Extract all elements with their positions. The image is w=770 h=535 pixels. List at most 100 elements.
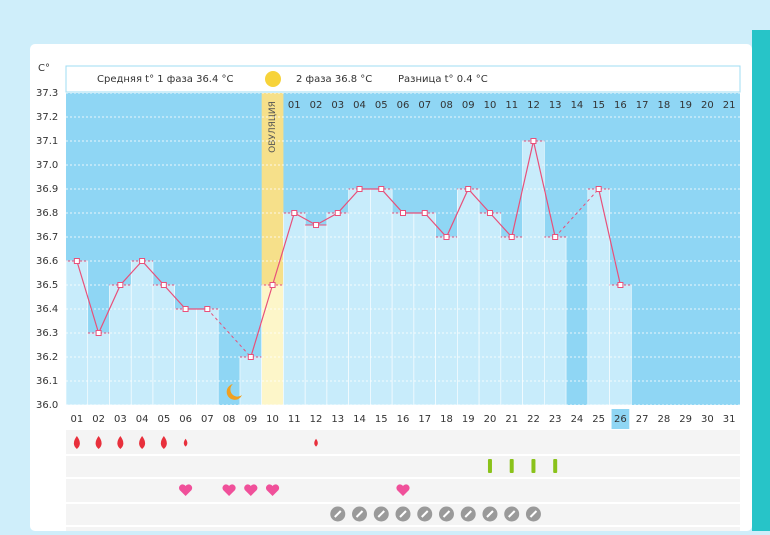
ovulation-label: ОВУЛЯЦИЯ [268,101,278,153]
y-tick-label: 37.3 [36,88,58,99]
x-tick-label: 28 [658,414,671,425]
point [182,306,189,312]
x-tick-label: 10 [266,414,279,425]
point [552,234,559,240]
y-tick-label: 36.7 [36,232,58,243]
blood-drop [160,436,167,449]
point [160,282,167,288]
phase2-day: 13 [549,100,562,111]
bar [435,236,458,406]
point [443,234,450,240]
blood-drop [314,438,318,447]
pill-mark [464,510,472,518]
gap-connector [206,308,252,358]
x-tick-label: 12 [310,414,323,425]
point [378,186,385,192]
phase2-day: 11 [505,100,518,111]
bar [500,236,523,406]
blood-drop [95,436,102,449]
y-tick-label: 36.0 [36,400,58,411]
y-tick-label: 36.1 [36,376,58,387]
point [334,210,341,216]
blood-drop [183,438,188,447]
pill-mark [377,510,385,518]
phase2-day: 04 [353,100,366,111]
side-bar [752,30,770,531]
blood-drop [73,436,80,449]
heart [244,484,258,496]
phase2-day: 08 [440,100,453,111]
x-tick-label: 02 [92,414,105,425]
point [95,330,102,336]
phase2-day: 10 [484,100,497,111]
moon-icon [226,384,242,400]
bar [152,284,176,406]
header-box [65,65,741,93]
phase2-day: 03 [331,100,344,111]
phase2-day: 01 [288,100,301,111]
x-tick-label: 05 [157,414,170,425]
phase2-day: 15 [592,100,605,111]
x-tick-label: 11 [288,414,301,425]
bar [609,284,632,406]
phase2-day: 07 [418,100,431,111]
phase2-day: 12 [527,100,540,111]
pill-mark [334,510,342,518]
point [247,354,254,360]
point [508,234,515,240]
x-tick-label: 13 [331,414,344,425]
sign-bar [509,459,514,473]
phase2-day: 20 [701,100,714,111]
x-tick-label: 23 [549,414,562,425]
point [204,306,211,312]
y-tick-label: 37.1 [36,136,58,147]
phase2-day: 09 [462,100,475,111]
point [139,258,146,264]
point [269,282,276,288]
y-unit: C° [38,63,50,74]
x-tick-label: 03 [114,414,127,425]
bar [522,140,545,406]
phase2-day: 17 [636,100,649,111]
y-tick-label: 36.2 [36,352,58,363]
bar [87,332,110,406]
pill-mark [486,510,494,518]
phase2-day: 14 [571,100,584,111]
y-tick-label: 36.4 [36,304,58,315]
pill-mark [399,510,407,518]
pill-mark [508,510,516,518]
x-tick-label: 15 [375,414,388,425]
x-tick-label: 31 [723,414,736,425]
x-tick-label: 21 [505,414,518,425]
phase2-day: 19 [679,100,692,111]
point [595,186,602,192]
x-tick-label: 08 [223,414,236,425]
gap-connector [554,188,600,238]
x-tick-label: 29 [679,414,692,425]
x-tick-label: 17 [418,414,431,425]
bar [304,224,328,406]
x-tick-label: 01 [71,414,84,425]
heart [396,484,410,496]
phase2-day: 02 [310,100,323,111]
point [313,222,320,228]
pill-mark [355,510,364,518]
pill-mark [421,510,429,518]
phase2-day: 21 [723,100,736,111]
x-tick-label: 22 [527,414,540,425]
y-tick-label: 36.3 [36,328,58,339]
point [486,210,493,216]
y-tick-label: 36.6 [36,256,58,267]
bar [457,188,480,406]
heart [222,484,236,496]
bar [174,308,197,406]
phase2-day: 05 [375,100,388,111]
x-tick-label: 07 [201,414,214,425]
point [117,282,124,288]
sign-bar [531,459,536,473]
y-tick-label: 36.8 [36,208,58,219]
x-tick-label: 09 [244,414,257,425]
x-tick-label: 16 [397,414,410,425]
point [617,282,624,288]
